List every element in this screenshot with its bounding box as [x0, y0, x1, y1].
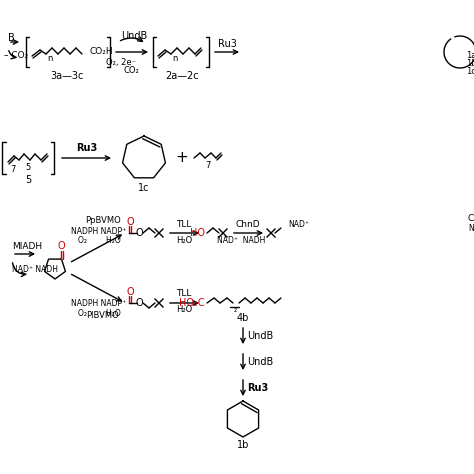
Text: HO: HO [190, 228, 205, 238]
Text: 4b: 4b [237, 313, 249, 323]
Text: PlBVMO: PlBVMO [87, 311, 119, 320]
Text: HO₂C: HO₂C [179, 298, 205, 308]
Text: +: + [176, 151, 188, 165]
Text: 1a:: 1a: [466, 51, 474, 60]
Text: 1c:: 1c: [466, 66, 474, 75]
Text: – CO₂: – CO₂ [4, 51, 28, 60]
Text: O: O [126, 287, 134, 297]
Text: O: O [126, 217, 134, 227]
Text: NAD⁺: NAD⁺ [289, 219, 310, 228]
Text: O: O [58, 241, 65, 251]
Text: Ch: Ch [468, 213, 474, 222]
Text: 7: 7 [10, 165, 16, 174]
Text: O₂        H₂O: O₂ H₂O [78, 309, 120, 318]
Text: 1b:: 1b: [466, 58, 474, 67]
Text: ChnD: ChnD [236, 219, 260, 228]
Text: TLL: TLL [176, 290, 191, 299]
Text: 2a—2c: 2a—2c [165, 71, 199, 81]
Text: O: O [135, 298, 143, 308]
Text: 1b: 1b [237, 440, 249, 450]
Text: MIADH: MIADH [12, 241, 42, 250]
Text: 1c: 1c [138, 183, 150, 193]
Text: CO₂: CO₂ [123, 65, 139, 74]
Text: O₂        H₂O: O₂ H₂O [78, 236, 120, 245]
Text: PpBVMO: PpBVMO [85, 216, 121, 225]
Text: n: n [173, 54, 178, 63]
Text: UndB: UndB [247, 357, 273, 367]
Text: B: B [8, 33, 15, 43]
Text: NADPH NADP⁺: NADPH NADP⁺ [72, 227, 127, 236]
Text: CO₂H: CO₂H [90, 46, 114, 55]
Text: Ru3: Ru3 [247, 383, 268, 393]
Text: Ru3: Ru3 [218, 39, 237, 49]
Text: Ru3: Ru3 [76, 143, 97, 153]
Text: H₂O: H₂O [176, 306, 192, 315]
Text: 3a—3c: 3a—3c [50, 71, 84, 81]
Text: 5: 5 [26, 164, 31, 173]
Text: NAD⁺ NADH: NAD⁺ NADH [12, 265, 58, 274]
Text: O: O [135, 228, 143, 238]
Text: UndB: UndB [121, 31, 147, 41]
Text: NAD⁺  NADH: NAD⁺ NADH [217, 236, 265, 245]
Text: NADPH NADP⁺: NADPH NADP⁺ [72, 300, 127, 309]
Text: O₂, 2e⁻: O₂, 2e⁻ [106, 57, 136, 66]
Text: TLL: TLL [176, 219, 191, 228]
Text: 7: 7 [205, 162, 210, 171]
Text: n: n [47, 54, 53, 63]
Text: H₂O: H₂O [176, 236, 192, 245]
Text: 5: 5 [25, 175, 31, 185]
Text: ₂: ₂ [233, 306, 237, 315]
Text: NAD⁺: NAD⁺ [468, 224, 474, 233]
Text: UndB: UndB [247, 331, 273, 341]
